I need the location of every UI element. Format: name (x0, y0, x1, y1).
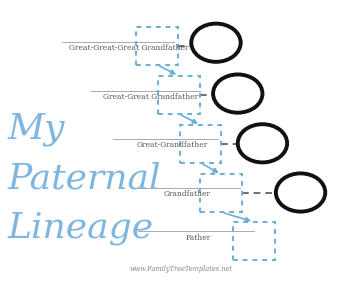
Text: Great-Great-Great Grandfather: Great-Great-Great Grandfather (69, 44, 189, 52)
Text: Great-Grandfather: Great-Grandfather (137, 141, 208, 149)
Text: Grandfather: Grandfather (163, 190, 211, 198)
Text: Lineage: Lineage (7, 211, 154, 245)
Text: Father: Father (185, 234, 211, 241)
Text: My: My (7, 112, 65, 146)
Text: Paternal: Paternal (7, 162, 161, 196)
Bar (180, 125, 221, 163)
Bar (200, 174, 242, 212)
Text: www.FamilyTreeTemplates.net: www.FamilyTreeTemplates.net (130, 265, 233, 273)
Bar (158, 76, 200, 114)
Bar (136, 27, 178, 65)
Text: Great-Great Grandfather: Great-Great Grandfather (103, 93, 198, 101)
Bar (233, 222, 275, 260)
